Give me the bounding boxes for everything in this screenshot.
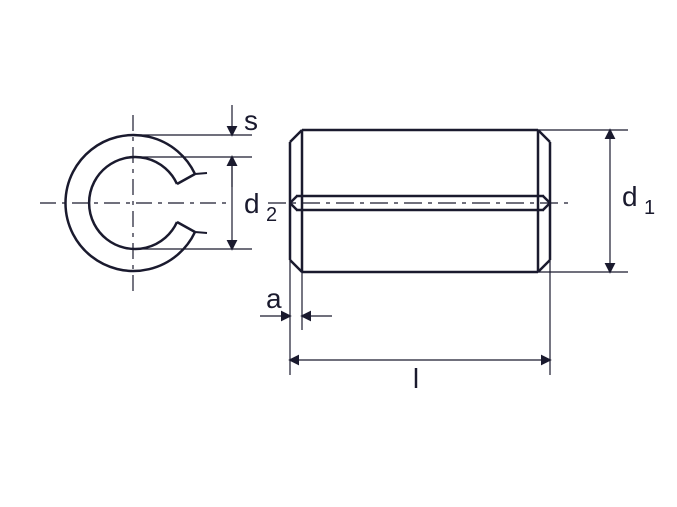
dim-d1 [538, 130, 628, 272]
dim-l [290, 260, 550, 375]
label-d2: d 2 [244, 188, 277, 226]
label-d1: d 1 [622, 181, 655, 219]
label-a: a [266, 283, 282, 314]
ring-centerlines [40, 115, 226, 293]
spring-pin-diagram: s d 2 [0, 0, 677, 507]
label-s: s [244, 105, 258, 136]
pin-side-view [290, 130, 550, 272]
label-l: l [413, 363, 419, 394]
